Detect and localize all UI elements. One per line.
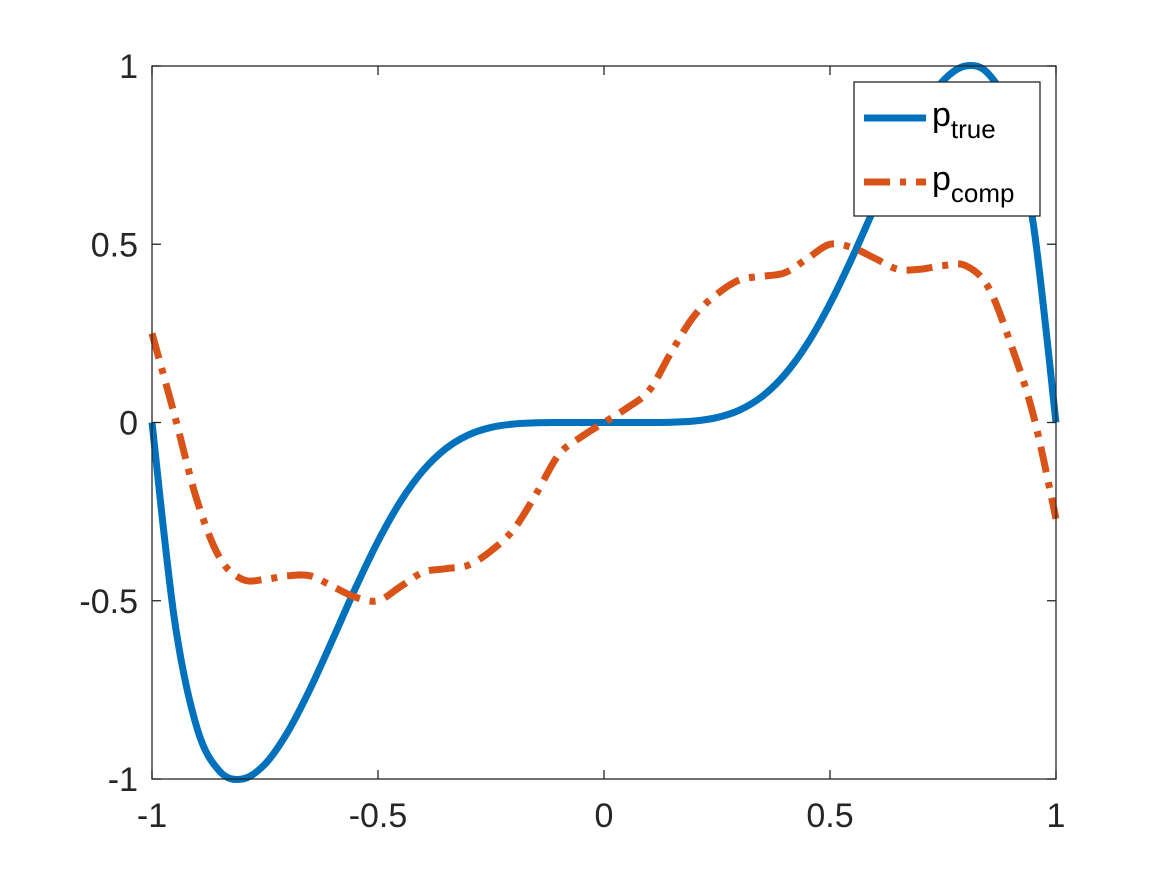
- y-tick-label: -0.5: [79, 583, 138, 621]
- x-tick-label: 1: [1047, 797, 1066, 835]
- x-tick-label: -1: [137, 797, 167, 835]
- x-tick-label: 0.5: [806, 797, 853, 835]
- series-line-p-comp: [148, 240, 1060, 605]
- y-tick-label: 0.5: [91, 226, 138, 264]
- legend: ptrue pcomp: [853, 81, 1041, 217]
- x-tick-label: 0: [595, 797, 614, 835]
- y-tick-label: -1: [108, 761, 138, 799]
- y-tick-label: 1: [119, 48, 138, 86]
- legend-entry-comp: pcomp: [932, 160, 1015, 208]
- legend-box: [853, 81, 1041, 217]
- x-tick-label: -0.5: [349, 797, 408, 835]
- tick-labels: -1 -0.5 0 0.5 1 -1 -0.5 0 0.5 1: [79, 48, 1065, 835]
- y-tick-label: 0: [119, 405, 138, 443]
- axes-layer: [151, 65, 1057, 780]
- legend-entry-true: ptrue: [932, 96, 996, 144]
